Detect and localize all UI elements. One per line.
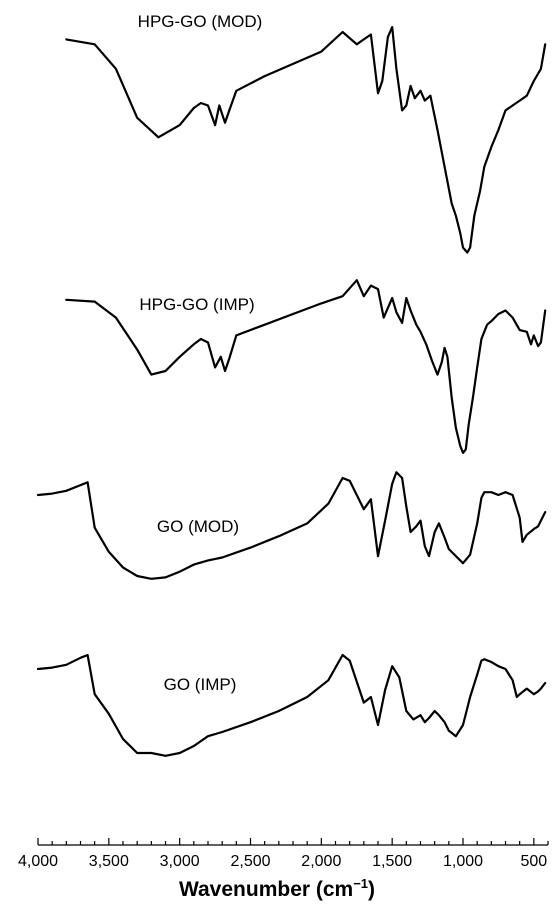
x-tick-label: 2,500 [230,853,270,870]
series-layer: HPG-GO (MOD) HPG-GO (IMP) GO (MOD) GO (IMP) [36,12,547,757]
series-label-3: GO (MOD) [157,517,239,536]
x-tick-label: 2,000 [301,853,341,870]
x-axis: 4,000 3,500 3,000 2,500 2,000 1,500 1,000 500 [18,838,549,870]
x-axis-label-close: ) [368,878,376,901]
series-label-2: HPG-GO (IMP) [139,295,254,314]
x-tick-label: 3,500 [89,853,129,870]
series-label-1: HPG-GO (MOD) [138,12,263,31]
series-line-3 [36,471,547,580]
x-axis-label-superscript: −1 [353,876,369,891]
x-tick-label: 500 [520,853,547,870]
series-label-4: GO (IMP) [164,675,237,694]
x-tick-label: 1,500 [372,853,412,870]
x-axis-label-text: Wavenumber (cm [178,878,354,901]
x-tick-label: 4,000 [18,853,58,870]
series-line-4 [36,653,547,757]
x-tick-label: 1,000 [443,853,483,870]
series-line-2 [65,279,547,454]
x-axis-label: Wavenumber (cm−1) [0,872,554,902]
series-line-1 [65,26,547,254]
x-tick-label: 3,000 [160,853,200,870]
